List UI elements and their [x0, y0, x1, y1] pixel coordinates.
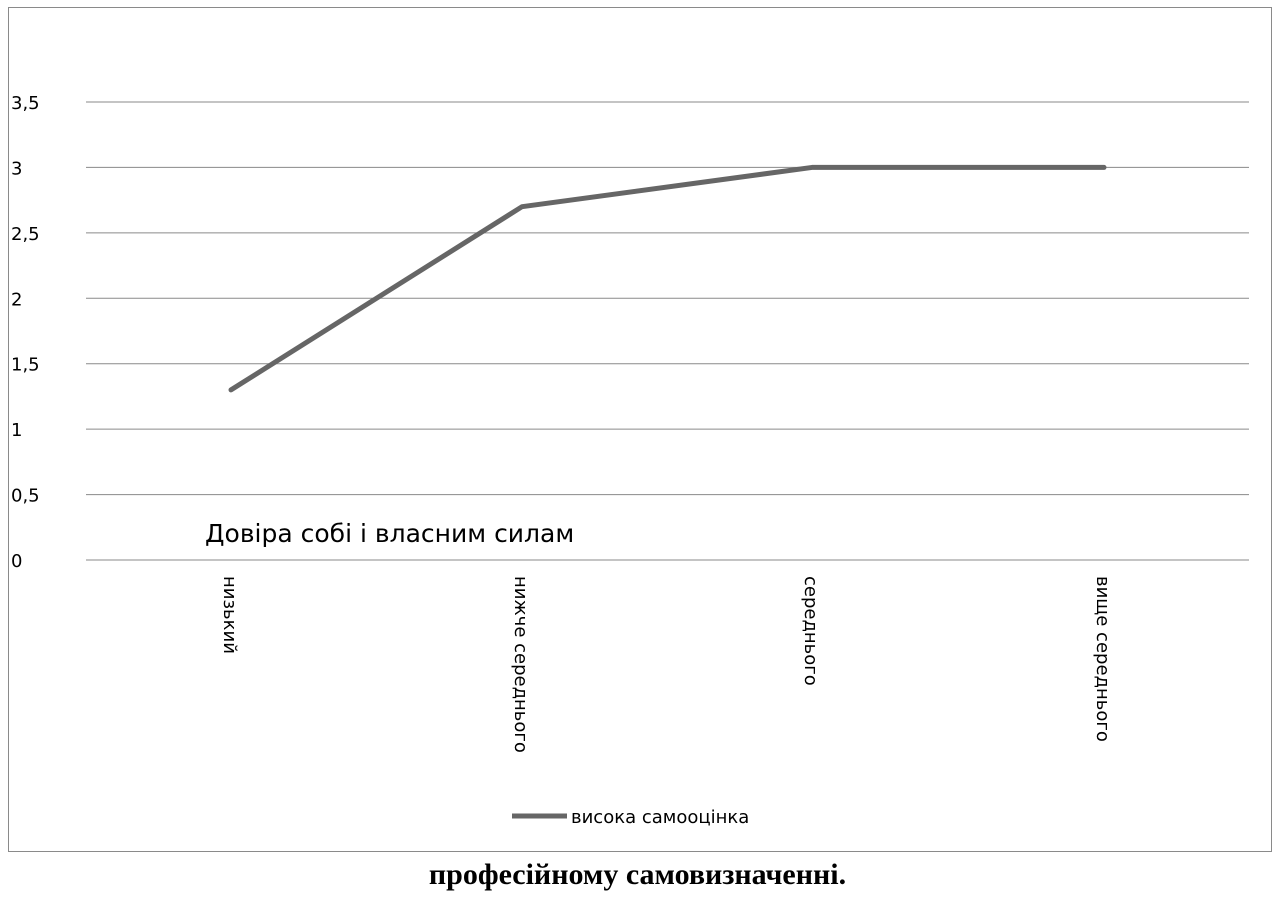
- y-tick-label: 2: [11, 289, 22, 310]
- y-tick-label: 1: [11, 420, 22, 441]
- x-category-label: нижче середнього: [510, 576, 531, 753]
- y-tick-label: 0: [11, 551, 22, 572]
- y-tick-label: 3: [11, 158, 22, 179]
- chart-annotation: Довіра собі і власним силам: [205, 519, 574, 548]
- line-chart: 0 0,5 1 1,5 2 2,5 3 3,5 низький нижче середнього…: [11, 93, 1249, 828]
- chart-frame: 0 0,5 1 1,5 2 2,5 3 3,5 низький нижче середнього…: [8, 7, 1272, 852]
- figure-caption: професійному самовизначенні.: [428, 858, 847, 891]
- x-category-label: низький: [219, 576, 240, 654]
- gridlines: [86, 101, 1249, 561]
- legend: висока самооцінка: [512, 807, 749, 828]
- y-tick-label: 3,5: [11, 93, 40, 114]
- x-category-label: середнього: [800, 576, 821, 686]
- y-tick-label: 1,5: [11, 355, 40, 376]
- series-lines: [228, 164, 1107, 393]
- x-axis-labels: низький нижче середнього середнього вище се…: [219, 576, 1113, 753]
- y-tick-label: 0,5: [11, 486, 40, 507]
- y-tick-label: 2,5: [11, 224, 40, 245]
- legend-label: висока самооцінка: [571, 807, 749, 828]
- x-category-label: вище середнього: [1092, 576, 1113, 742]
- series-line: [228, 164, 1107, 393]
- y-axis-ticks: 0 0,5 1 1,5 2 2,5 3 3,5: [11, 93, 40, 572]
